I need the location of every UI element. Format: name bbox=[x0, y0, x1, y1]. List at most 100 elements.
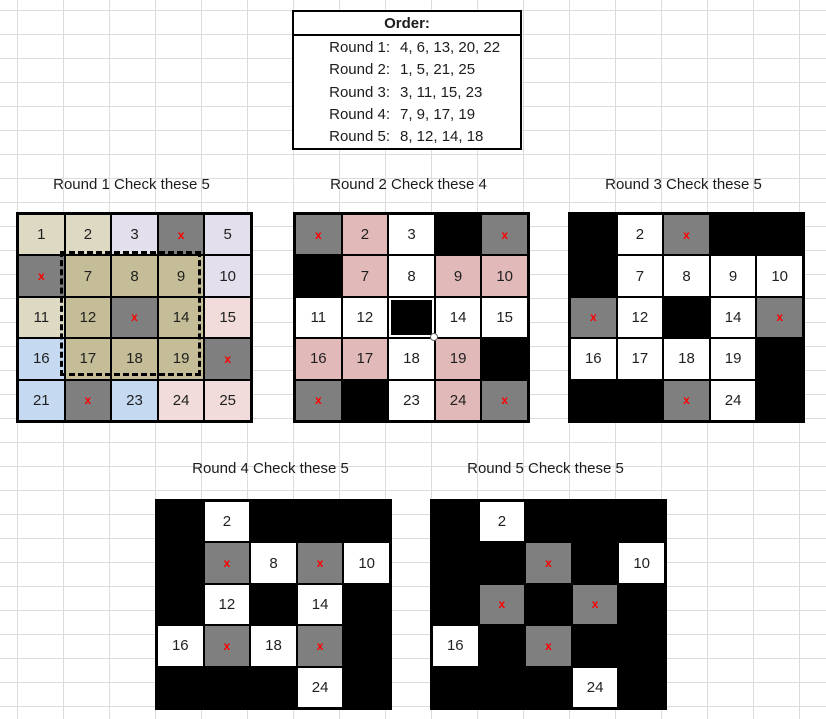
number-cell-16[interactable]: 16 bbox=[571, 339, 616, 379]
number-cell-14[interactable]: 14 bbox=[297, 584, 343, 625]
checked-cell-x[interactable]: x bbox=[526, 626, 571, 666]
number-cell-2[interactable]: 2 bbox=[65, 215, 111, 255]
number-cell-19[interactable]: 19 bbox=[158, 339, 204, 379]
empty-cell[interactable] bbox=[389, 297, 438, 342]
number-cell-17[interactable]: 17 bbox=[342, 339, 388, 379]
empty-cell[interactable] bbox=[619, 626, 664, 666]
number-cell-14[interactable]: 14 bbox=[710, 297, 756, 338]
number-cell-23[interactable]: 23 bbox=[112, 380, 157, 420]
empty-cell[interactable] bbox=[479, 543, 525, 583]
checked-cell-x[interactable]: x bbox=[297, 626, 343, 666]
checked-cell-x[interactable]: x bbox=[526, 543, 571, 583]
number-cell-3[interactable]: 3 bbox=[112, 215, 157, 255]
number-cell-15[interactable]: 15 bbox=[205, 297, 250, 338]
number-cell-16[interactable]: 16 bbox=[296, 339, 341, 379]
empty-cell[interactable] bbox=[526, 502, 571, 542]
number-cell-11[interactable]: 11 bbox=[19, 297, 64, 338]
empty-cell[interactable] bbox=[297, 502, 343, 542]
checked-cell-x[interactable]: x bbox=[664, 215, 709, 255]
number-cell-14[interactable]: 14 bbox=[158, 297, 204, 338]
number-cell-16[interactable]: 16 bbox=[19, 339, 64, 379]
empty-cell[interactable] bbox=[479, 667, 525, 707]
empty-cell[interactable] bbox=[251, 584, 296, 625]
empty-cell[interactable] bbox=[571, 380, 616, 420]
number-cell-8[interactable]: 8 bbox=[251, 543, 296, 583]
number-cell-25[interactable]: 25 bbox=[205, 380, 250, 420]
empty-cell[interactable] bbox=[204, 667, 250, 707]
empty-cell[interactable] bbox=[572, 626, 618, 666]
number-cell-7[interactable]: 7 bbox=[65, 256, 111, 296]
number-cell-18[interactable]: 18 bbox=[251, 626, 296, 666]
checked-cell-x[interactable]: x bbox=[297, 543, 343, 583]
number-cell-24[interactable]: 24 bbox=[435, 380, 481, 420]
empty-cell[interactable] bbox=[664, 297, 709, 338]
number-cell-7[interactable]: 7 bbox=[617, 256, 663, 296]
empty-cell[interactable] bbox=[710, 215, 756, 255]
empty-cell[interactable] bbox=[479, 626, 525, 666]
checked-cell-x[interactable]: x bbox=[19, 256, 64, 296]
checked-cell-x[interactable]: x bbox=[482, 215, 527, 255]
number-cell-9[interactable]: 9 bbox=[710, 256, 756, 296]
empty-cell[interactable] bbox=[158, 584, 203, 625]
number-cell-12[interactable]: 12 bbox=[342, 297, 388, 338]
order-row-numbers[interactable]: 7, 9, 17, 19 bbox=[400, 105, 476, 123]
number-cell-10[interactable]: 10 bbox=[619, 543, 664, 583]
number-cell-15[interactable]: 15 bbox=[482, 297, 527, 338]
number-cell-2[interactable]: 2 bbox=[204, 502, 250, 542]
empty-cell[interactable] bbox=[619, 584, 664, 625]
number-cell-18[interactable]: 18 bbox=[664, 339, 709, 379]
checked-cell-x[interactable]: x bbox=[112, 297, 157, 338]
number-cell-2[interactable]: 2 bbox=[617, 215, 663, 255]
empty-cell[interactable] bbox=[619, 667, 664, 707]
checked-cell-x[interactable]: x bbox=[482, 380, 527, 420]
number-cell-9[interactable]: 9 bbox=[158, 256, 204, 296]
empty-cell[interactable] bbox=[757, 215, 802, 255]
number-cell-8[interactable]: 8 bbox=[112, 256, 157, 296]
checked-cell-x[interactable]: x bbox=[65, 380, 111, 420]
number-cell-8[interactable]: 8 bbox=[664, 256, 709, 296]
checked-cell-x[interactable]: x bbox=[479, 584, 525, 625]
number-cell-11[interactable]: 11 bbox=[296, 297, 341, 338]
order-row-numbers[interactable]: 8, 12, 14, 18 bbox=[400, 128, 484, 146]
number-cell-17[interactable]: 17 bbox=[65, 339, 111, 379]
number-cell-1[interactable]: 1 bbox=[19, 215, 64, 255]
empty-cell[interactable] bbox=[526, 584, 571, 625]
order-row-label[interactable]: Round 5: bbox=[329, 128, 390, 146]
checked-cell-x[interactable]: x bbox=[204, 543, 250, 583]
number-cell-7[interactable]: 7 bbox=[342, 256, 388, 296]
empty-cell[interactable] bbox=[619, 502, 664, 542]
checked-cell-x[interactable]: x bbox=[571, 297, 616, 338]
empty-cell[interactable] bbox=[296, 256, 341, 296]
number-cell-21[interactable]: 21 bbox=[19, 380, 64, 420]
number-cell-10[interactable]: 10 bbox=[205, 256, 250, 296]
number-cell-12[interactable]: 12 bbox=[65, 297, 111, 338]
empty-cell[interactable] bbox=[757, 339, 802, 379]
order-row-numbers[interactable]: 3, 11, 15, 23 bbox=[400, 83, 483, 101]
checked-cell-x[interactable]: x bbox=[296, 215, 341, 255]
empty-cell[interactable] bbox=[158, 667, 203, 707]
checked-cell-x[interactable]: x bbox=[572, 584, 618, 625]
empty-cell[interactable] bbox=[757, 380, 802, 420]
number-cell-12[interactable]: 12 bbox=[204, 584, 250, 625]
number-cell-2[interactable]: 2 bbox=[479, 502, 525, 542]
number-cell-10[interactable]: 10 bbox=[344, 543, 389, 583]
number-cell-17[interactable]: 17 bbox=[617, 339, 663, 379]
empty-cell[interactable] bbox=[251, 502, 296, 542]
checked-cell-x[interactable]: x bbox=[204, 626, 250, 666]
empty-cell[interactable] bbox=[433, 667, 478, 707]
empty-cell[interactable] bbox=[571, 256, 616, 296]
empty-cell[interactable] bbox=[526, 667, 571, 707]
order-row-label[interactable]: Round 4: bbox=[329, 105, 390, 123]
number-cell-18[interactable]: 18 bbox=[389, 339, 434, 379]
empty-cell[interactable] bbox=[344, 626, 389, 666]
empty-cell[interactable] bbox=[344, 584, 389, 625]
empty-cell[interactable] bbox=[572, 502, 618, 542]
checked-cell-x[interactable]: x bbox=[664, 380, 709, 420]
number-cell-24[interactable]: 24 bbox=[572, 667, 618, 707]
number-cell-8[interactable]: 8 bbox=[389, 256, 434, 296]
empty-cell[interactable] bbox=[158, 502, 203, 542]
number-cell-9[interactable]: 9 bbox=[435, 256, 481, 296]
number-cell-10[interactable]: 10 bbox=[757, 256, 802, 296]
empty-cell[interactable] bbox=[342, 380, 388, 420]
order-row-label[interactable]: Round 1: bbox=[329, 38, 390, 56]
